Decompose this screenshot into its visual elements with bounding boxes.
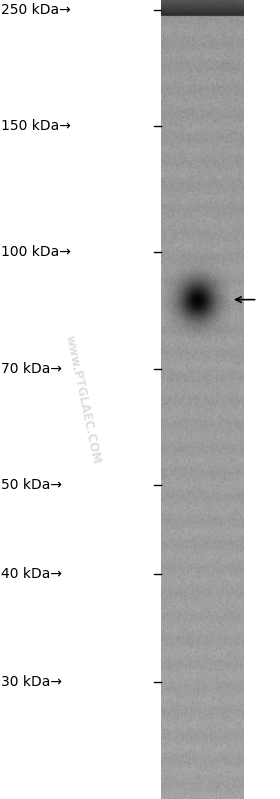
Text: 70 kDa→: 70 kDa→ bbox=[1, 362, 62, 376]
Text: 100 kDa→: 100 kDa→ bbox=[1, 245, 71, 260]
Text: 50 kDa→: 50 kDa→ bbox=[1, 478, 62, 492]
Text: 40 kDa→: 40 kDa→ bbox=[1, 566, 62, 581]
Text: 250 kDa→: 250 kDa→ bbox=[1, 2, 71, 17]
Text: 30 kDa→: 30 kDa→ bbox=[1, 674, 62, 689]
Text: www.PTGLAEC.COM: www.PTGLAEC.COM bbox=[62, 334, 103, 465]
Text: 150 kDa→: 150 kDa→ bbox=[1, 119, 71, 133]
